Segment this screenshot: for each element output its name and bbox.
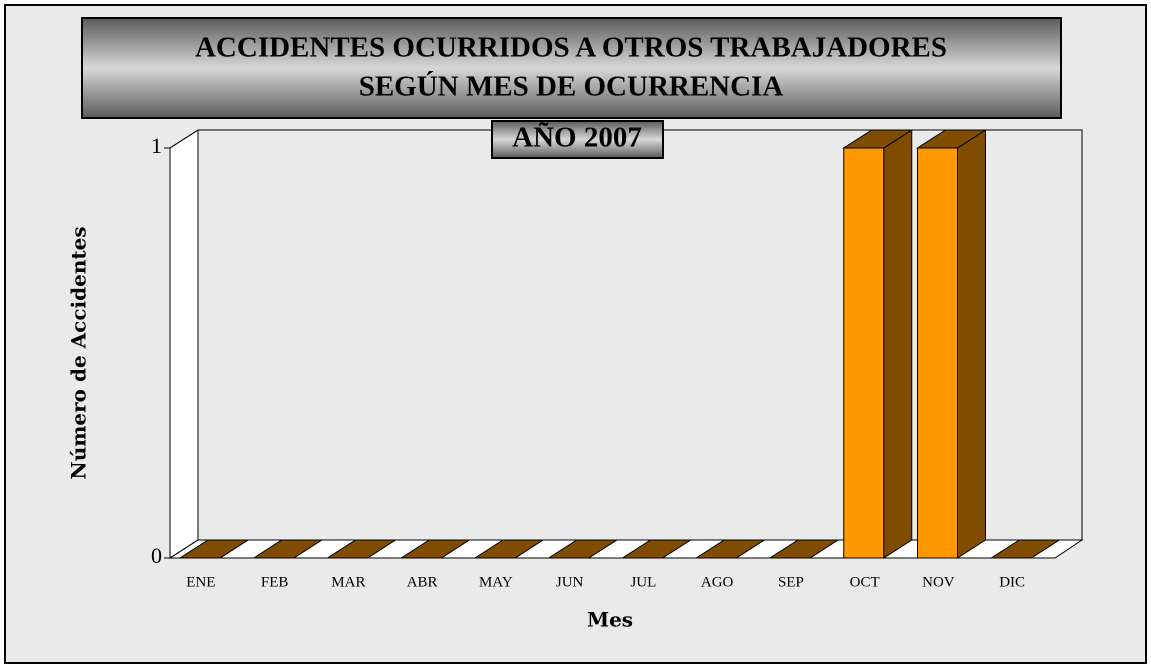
bar-face [768, 539, 840, 559]
bar [473, 539, 545, 559]
chart-title: SEGÚN MES DE OCURRENCIA [359, 70, 784, 103]
bar [252, 539, 324, 559]
bar-face [620, 539, 693, 559]
bar [694, 539, 766, 559]
bar-face [843, 147, 885, 559]
bar-face [325, 539, 398, 559]
bar [178, 539, 250, 559]
y-tick-label: 0 [151, 543, 162, 568]
x-tick-label: MAY [479, 574, 513, 590]
bar-face [252, 539, 324, 559]
bar-face [399, 539, 471, 559]
bar [768, 539, 840, 559]
x-tick-label: ABR [407, 574, 438, 590]
bar [989, 539, 1061, 559]
bar-face [989, 539, 1061, 559]
bar [547, 539, 619, 559]
bar-face [957, 129, 986, 559]
chart-title: ACCIDENTES OCURRIDOS A OTROS TRABAJADORE… [195, 32, 947, 64]
bar-face [473, 539, 545, 559]
x-tick-label: NOV [922, 574, 955, 590]
bar [842, 129, 914, 559]
subtitle-box [491, 120, 664, 159]
y-tick [169, 539, 199, 559]
x-tick-label: ENE [186, 574, 215, 590]
y-tick-label: 1 [151, 133, 162, 158]
y-tick [169, 129, 199, 149]
x-tick-label: OCT [850, 574, 880, 590]
x-tick-label: AGO [701, 574, 734, 590]
x-tick-label: JUN [556, 574, 584, 590]
bar-face [917, 147, 958, 559]
x-tick-label: MAR [331, 574, 365, 590]
x-axis-label: Mes [587, 608, 633, 632]
bar [915, 129, 988, 559]
chart-subtitle: AÑO 2007 [512, 121, 642, 154]
bar-face [883, 129, 913, 559]
x-tick-label: SEP [778, 574, 804, 590]
x-tick-label: JUL [630, 574, 656, 590]
bar [325, 539, 398, 559]
bar-face [547, 539, 619, 559]
side-wall [169, 129, 199, 559]
y-axis-label: Número de Accidentes [67, 226, 91, 479]
x-tick-label: DIC [999, 574, 1025, 590]
bar [620, 539, 693, 559]
bar-face [694, 539, 766, 559]
bar-face [178, 539, 250, 559]
x-tick-label: FEB [261, 574, 289, 590]
title-box [81, 17, 1062, 119]
bar [399, 539, 471, 559]
